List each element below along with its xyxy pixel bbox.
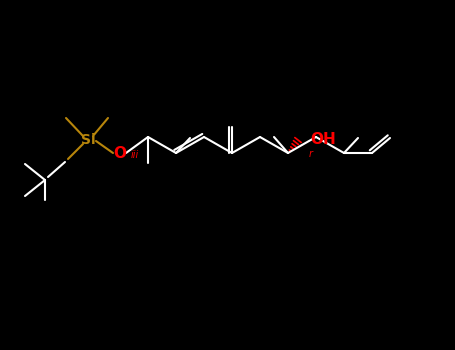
Text: r: r [309,149,313,159]
Text: OH: OH [310,133,336,147]
Text: O: O [113,146,126,161]
Text: Si: Si [81,133,95,147]
Text: iii: iii [131,150,139,160]
